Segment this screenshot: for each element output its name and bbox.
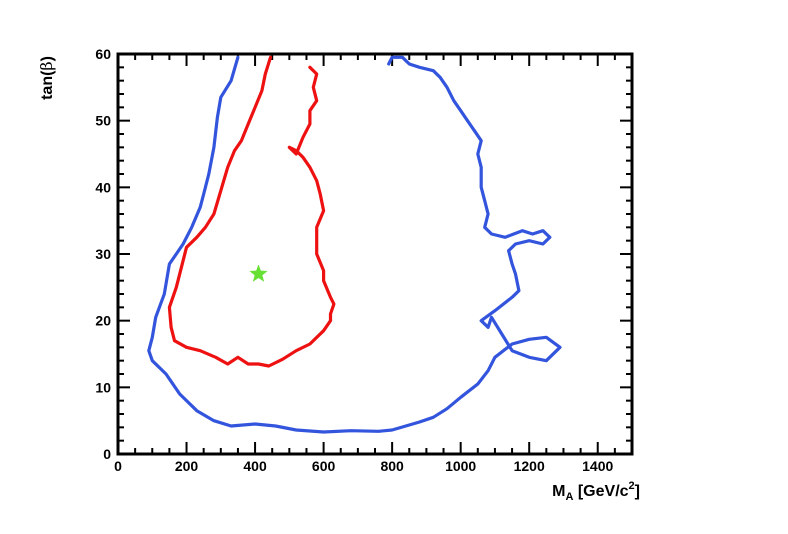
- x-tick-label: 1000: [445, 458, 476, 474]
- y-tick-label: 0: [103, 446, 111, 462]
- x-tick-label: 400: [243, 458, 267, 474]
- best-fit-star-marker: [249, 264, 268, 282]
- y-tick-label: 20: [95, 313, 111, 329]
- y-tick-label: 10: [95, 379, 111, 395]
- contour-inner-red: [167, 55, 336, 368]
- y-axis-title: tan(β): [37, 56, 56, 100]
- contour-outer-blue: [147, 55, 562, 434]
- y-tick-label: 60: [95, 46, 111, 62]
- x-tick-label: 1200: [514, 458, 545, 474]
- series-layer: [147, 55, 562, 434]
- x-tick-label: 0: [114, 458, 122, 474]
- tick-labels-layer: 0 200 400 600 800 1000 1200 1400 0 10 20 30 40 50 60: [95, 46, 613, 474]
- x-tick-label: 200: [175, 458, 199, 474]
- y-tick-label: 40: [95, 179, 111, 195]
- y-tick-label: 50: [95, 113, 111, 129]
- x-axis-title-superscript: 2: [629, 480, 635, 492]
- x-tick-label: 800: [380, 458, 404, 474]
- marker-layer: [249, 264, 268, 282]
- x-axis-title: MA [GeV/c2]: [552, 480, 640, 503]
- x-axis-title-subscript: A: [565, 491, 573, 503]
- plot-frame: [116, 52, 634, 456]
- x-tick-label: 1400: [582, 458, 613, 474]
- y-axis-title-pre: tan(: [39, 70, 56, 100]
- y-axis-title-symbol: β: [37, 61, 56, 70]
- y-tick-label: 30: [95, 246, 111, 262]
- x-axis-title-main: M: [552, 483, 565, 500]
- y-axis-title-post: ): [39, 56, 56, 61]
- x-axis-title-unit-close: ]: [635, 483, 640, 500]
- x-axis-title-unit: [GeV/c: [573, 483, 628, 500]
- x-tick-label: 600: [312, 458, 336, 474]
